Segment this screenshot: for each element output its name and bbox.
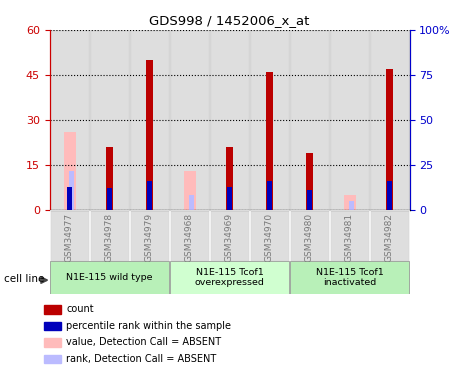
Bar — [45, 338, 61, 346]
Bar — [170, 210, 209, 261]
Bar — [343, 195, 356, 210]
Bar — [170, 261, 289, 294]
Bar — [330, 210, 369, 261]
Bar — [69, 171, 74, 210]
Bar — [387, 181, 392, 210]
Bar — [107, 188, 112, 210]
Text: N1E-115 wild type: N1E-115 wild type — [66, 273, 153, 282]
Bar — [250, 210, 289, 261]
Bar — [45, 322, 61, 330]
Bar — [146, 60, 153, 210]
Bar — [50, 30, 89, 210]
Text: cell line: cell line — [4, 274, 45, 284]
Bar — [227, 187, 232, 210]
Bar — [90, 210, 129, 261]
Bar — [290, 261, 409, 294]
Bar — [90, 210, 129, 261]
Bar — [130, 30, 169, 210]
Bar — [370, 30, 409, 210]
Bar — [250, 210, 289, 261]
Bar — [210, 210, 249, 261]
Text: percentile rank within the sample: percentile rank within the sample — [66, 321, 231, 331]
Bar — [63, 132, 76, 210]
Bar — [267, 181, 272, 210]
Bar — [45, 355, 61, 363]
Text: value, Detection Call = ABSENT: value, Detection Call = ABSENT — [66, 338, 221, 347]
Bar — [50, 210, 89, 261]
Bar — [106, 147, 113, 210]
Bar — [189, 195, 194, 210]
Text: count: count — [66, 304, 94, 314]
Bar — [250, 30, 289, 210]
Bar — [210, 30, 249, 210]
Bar — [50, 210, 89, 261]
Bar — [184, 171, 195, 210]
Bar — [45, 305, 61, 314]
Bar — [90, 30, 129, 210]
Bar — [147, 181, 152, 210]
Bar — [290, 30, 328, 210]
Bar — [170, 30, 209, 210]
Text: rank, Detection Call = ABSENT: rank, Detection Call = ABSENT — [66, 354, 216, 364]
Text: N1E-115 Tcof1
inactivated: N1E-115 Tcof1 inactivated — [315, 268, 383, 287]
Text: N1E-115 Tcof1
overexpressed: N1E-115 Tcof1 overexpressed — [194, 268, 265, 287]
Bar — [290, 210, 328, 261]
Bar — [170, 210, 209, 261]
Bar — [349, 201, 354, 210]
Bar — [130, 210, 169, 261]
Bar — [370, 210, 409, 261]
Bar — [330, 210, 369, 261]
Bar — [210, 210, 249, 261]
Bar — [307, 190, 312, 210]
Bar — [370, 210, 409, 261]
Bar — [386, 69, 393, 210]
Bar — [290, 210, 328, 261]
Bar — [130, 210, 169, 261]
Bar — [330, 30, 369, 210]
Bar — [67, 187, 72, 210]
Bar — [226, 147, 233, 210]
Title: GDS998 / 1452006_x_at: GDS998 / 1452006_x_at — [149, 15, 310, 27]
Bar — [306, 153, 313, 210]
Bar — [266, 72, 273, 210]
Bar — [50, 261, 169, 294]
